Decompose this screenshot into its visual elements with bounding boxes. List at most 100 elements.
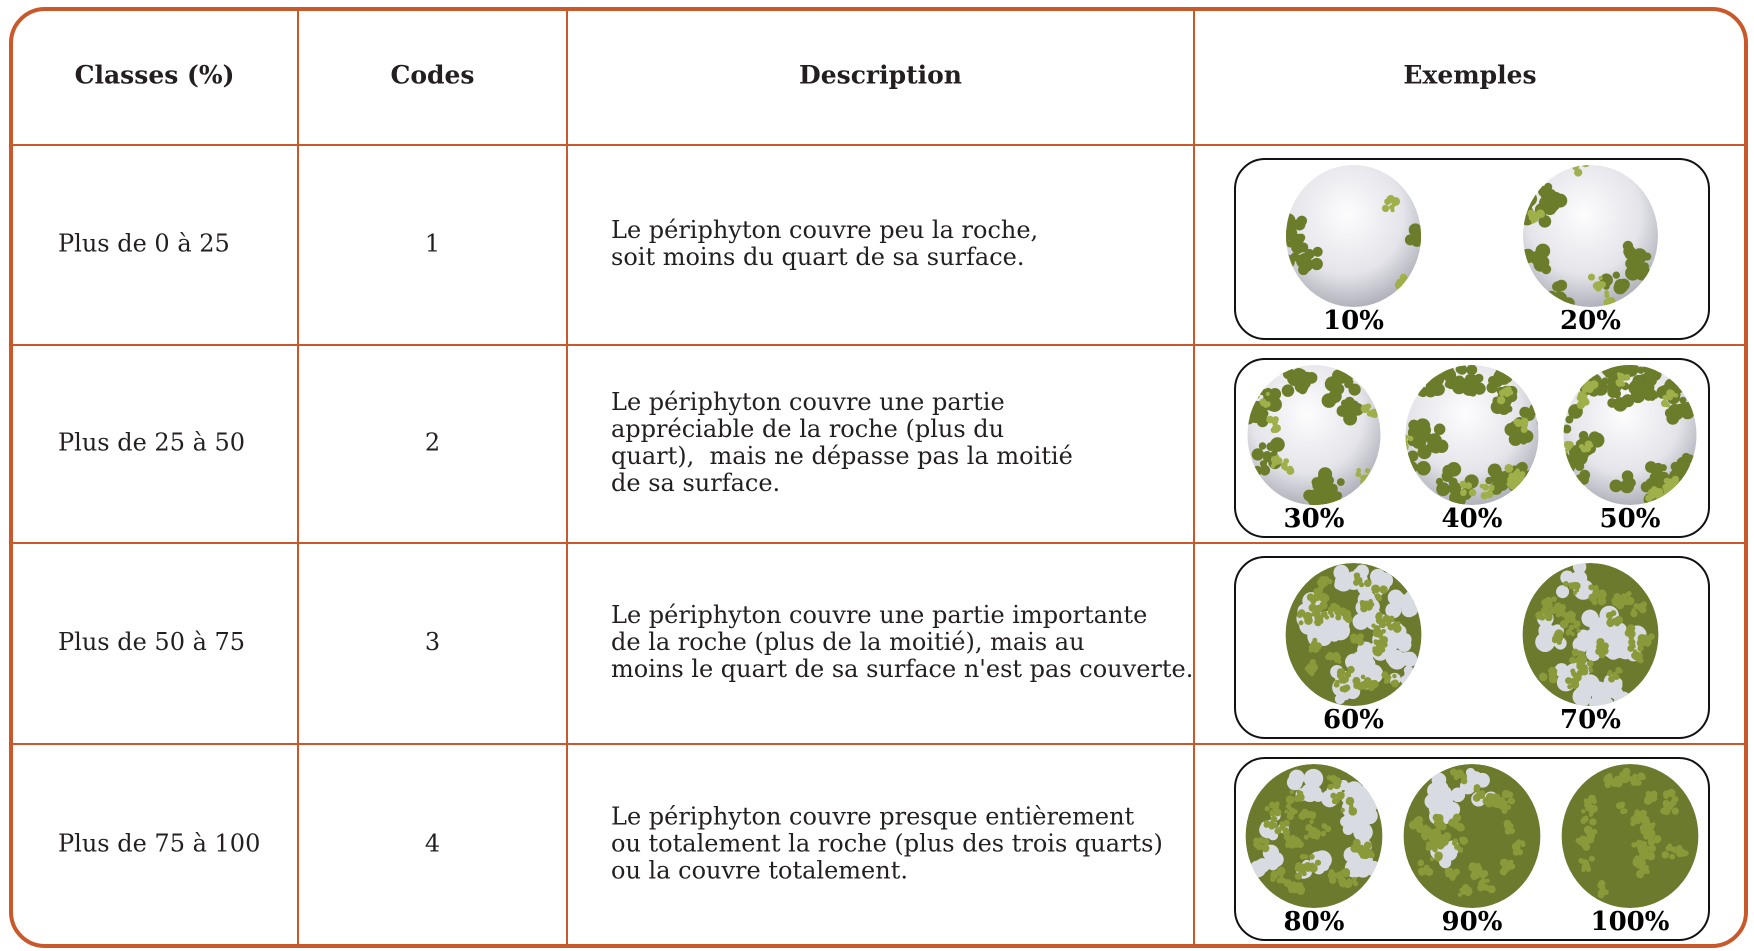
blotch: [1303, 768, 1324, 789]
description-line: ou la couvre totalement.: [611, 857, 908, 885]
blotch: [1630, 610, 1638, 618]
blotch: [1520, 429, 1534, 443]
blotch: [1303, 834, 1309, 840]
blotch: [1296, 793, 1305, 802]
blotch: [1589, 681, 1608, 700]
blotch: [1309, 606, 1315, 611]
blotch: [1255, 858, 1270, 873]
blotch: [1306, 489, 1322, 505]
blotch: [1570, 681, 1578, 688]
blotch: [1538, 214, 1552, 228]
blotch: [1465, 767, 1476, 778]
blotch: [1566, 445, 1572, 451]
blotch: [1268, 387, 1282, 401]
blotch: [1580, 817, 1587, 824]
blotch: [1584, 801, 1593, 810]
blotch: [1572, 581, 1581, 591]
blotch: [1604, 293, 1610, 299]
blotch: [1581, 446, 1588, 453]
blotch: [1489, 485, 1495, 492]
description-line: ou totalement la roche (plus des trois q…: [611, 830, 1163, 858]
blotch: [1636, 780, 1642, 786]
blotch: [1619, 479, 1635, 494]
blotch: [1523, 408, 1532, 416]
blotch: [1335, 614, 1342, 621]
blotch: [1663, 807, 1671, 816]
blotch: [1586, 660, 1594, 667]
class-cell: Plus de 75 à 100: [58, 830, 260, 858]
blotch: [1261, 844, 1270, 853]
blotch: [1308, 831, 1313, 836]
blotch: [1530, 250, 1545, 266]
blotch: [1662, 799, 1670, 807]
blotch: [1375, 594, 1383, 602]
blotch: [1465, 887, 1473, 896]
blotch: [1264, 401, 1271, 408]
blotch: [1576, 395, 1583, 402]
blotch: [1415, 815, 1424, 825]
blotch: [1589, 818, 1597, 826]
blotch: [1461, 380, 1477, 396]
blotch: [1644, 642, 1650, 647]
example-label: 40%: [1442, 504, 1503, 534]
blotch: [1647, 488, 1656, 497]
blotch: [1340, 677, 1348, 684]
blotch: [1304, 864, 1312, 872]
blotch: [1306, 593, 1315, 602]
blotch: [1646, 851, 1656, 861]
blotch: [1629, 631, 1636, 638]
blotch: [1286, 812, 1295, 821]
blotch: [1276, 866, 1286, 876]
blotch: [1621, 394, 1635, 408]
rock: [1405, 365, 1539, 505]
blotch: [1569, 656, 1576, 664]
blotch: [1511, 473, 1517, 479]
blotch: [1591, 798, 1597, 805]
blotch: [1617, 372, 1625, 381]
blotch: [1416, 461, 1431, 476]
description-line: de sa surface.: [611, 469, 780, 497]
blotch: [1504, 422, 1518, 437]
blotch: [1579, 656, 1587, 665]
blotch: [1287, 805, 1293, 811]
blotch: [1588, 808, 1595, 815]
blotch: [1327, 653, 1335, 661]
blotch: [1318, 619, 1324, 624]
blotch: [1270, 873, 1278, 880]
blotch: [1284, 809, 1289, 814]
blotch: [1345, 377, 1354, 387]
blotch: [1369, 680, 1378, 688]
blotch: [1553, 193, 1568, 208]
blotch: [1398, 652, 1412, 666]
blotch: [1605, 639, 1620, 653]
blotch: [1332, 383, 1345, 395]
blotch: [1336, 668, 1346, 677]
blotch: [1320, 830, 1327, 837]
blotch: [1252, 408, 1268, 424]
blotch: [1347, 665, 1355, 674]
blotch: [1421, 424, 1432, 435]
blotch: [1621, 470, 1634, 482]
blotch: [1334, 580, 1344, 590]
blotch: [1448, 481, 1462, 495]
blotch: [1520, 840, 1525, 845]
blotch: [1566, 610, 1576, 620]
rock: [1523, 165, 1658, 307]
blotch: [1303, 854, 1309, 860]
blotch: [1449, 875, 1456, 881]
blotch: [1375, 639, 1384, 648]
blotch: [1333, 681, 1340, 688]
blotch: [1330, 792, 1337, 799]
blotch: [1391, 679, 1400, 688]
blotch: [1501, 789, 1511, 799]
blotch: [1353, 682, 1361, 690]
blotch: [1296, 789, 1301, 794]
blotch: [1432, 847, 1438, 853]
blotch: [1509, 863, 1516, 870]
blotch: [1304, 811, 1312, 819]
blotch: [1427, 782, 1444, 800]
blotch: [1281, 384, 1295, 397]
blotch: [1496, 396, 1506, 405]
blotch: [1454, 870, 1459, 875]
blotch: [1570, 668, 1576, 674]
